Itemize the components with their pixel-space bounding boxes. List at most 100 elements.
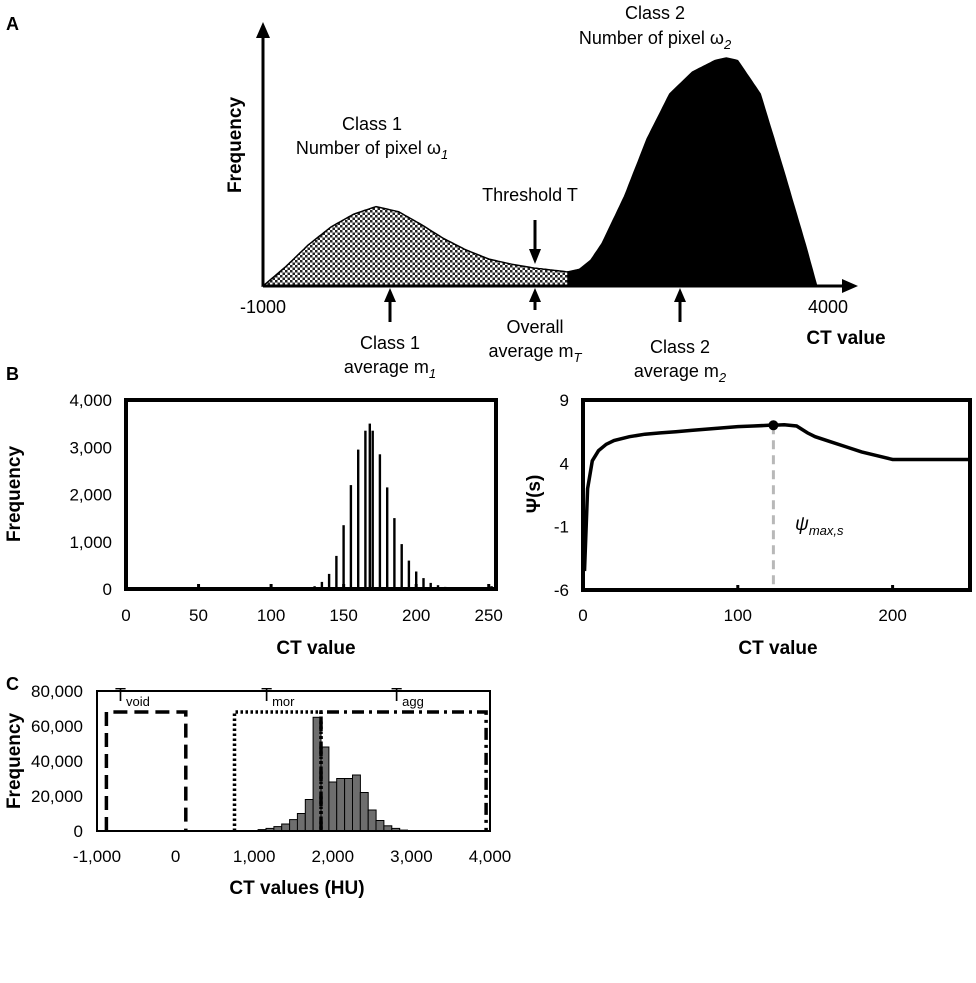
a-class2-title: Class 2 <box>625 3 685 23</box>
br-psi-line <box>582 422 970 572</box>
c-xtick: 0 <box>171 847 180 866</box>
a-xlabel: CT value <box>806 328 885 349</box>
c-ytick: 0 <box>74 822 83 841</box>
bl-ytick: 2,000 <box>69 486 112 505</box>
bl-bar <box>349 485 353 589</box>
bl-xtick: 200 <box>402 606 430 625</box>
br-xtick: 200 <box>878 606 906 625</box>
a-class2-avg-sub: 2 <box>718 370 727 385</box>
c-threshold-line <box>319 710 488 831</box>
c-xtick: -1,000 <box>73 847 121 866</box>
br-frame <box>581 398 972 592</box>
c-bar <box>336 778 346 832</box>
bl-ytick: 0 <box>103 580 112 599</box>
a-x-max-label: 4000 <box>808 297 848 317</box>
c-xtick: 2,000 <box>312 847 355 866</box>
c-ytick: 20,000 <box>31 787 83 806</box>
br-ytick: -1 <box>554 518 569 537</box>
bl-bar <box>393 518 396 589</box>
a-class2-count-sub: 2 <box>723 37 732 52</box>
br-ticks: -6 -1 4 9 0 100 200 <box>554 391 907 625</box>
bl-xtick: 250 <box>475 606 503 625</box>
c-ytick: 40,000 <box>31 752 83 771</box>
a-overall-avg-sub: T <box>574 350 583 365</box>
a-class1-count: Number of pixel ω1 <box>296 138 448 162</box>
panel-a-chart: Frequency CT value -1000 4000 Class 1 Nu… <box>225 3 886 385</box>
a-class2-avg-line2: average m2 <box>634 361 727 385</box>
br-xtick: 100 <box>724 606 752 625</box>
c-ytick: 60,000 <box>31 717 83 736</box>
br-xtick: 0 <box>578 606 587 625</box>
a-class1-mean-arrow <box>384 288 396 322</box>
c-threshold-agg: Tagg <box>319 685 488 831</box>
c-ytick: 80,000 <box>31 682 83 701</box>
class2-area <box>567 57 828 287</box>
bl-bar <box>364 430 367 589</box>
bl-bar <box>429 582 432 589</box>
bl-bar <box>368 423 371 589</box>
c-xtick: 1,000 <box>233 847 276 866</box>
a-class2-count: Number of pixel ω2 <box>579 28 732 52</box>
c-bar <box>289 819 299 832</box>
c-ticks: 0 20,000 40,000 60,000 80,000 -1,000 0 1,000 2,0… <box>31 682 511 866</box>
a-class1-title: Class 1 <box>342 114 402 134</box>
bl-ytick: 3,000 <box>69 438 112 457</box>
bl-ytick: 1,000 <box>69 533 112 552</box>
c-threshold-label: Tagg <box>391 685 424 709</box>
br-annotation: ψmax,s <box>795 514 844 538</box>
c-frame <box>96 690 491 832</box>
bl-bars <box>306 423 498 589</box>
c-threshold-void: Tvoid <box>104 685 188 831</box>
a-class1-avg-line2: average m1 <box>344 357 436 381</box>
a-class1-count-text: Number of pixel ω <box>296 138 441 158</box>
br-ytick: -6 <box>554 581 569 600</box>
a-x-axis-arrowhead <box>842 279 858 293</box>
bl-bar <box>422 578 425 589</box>
c-threshold-label: Tvoid <box>115 685 150 709</box>
bl-ylabel: Frequency <box>4 446 25 543</box>
br-ylabel: Ψ(s) <box>524 475 545 514</box>
a-class2-avg-text: average m <box>634 361 719 381</box>
br-ytick: 4 <box>560 454 569 473</box>
a-x-min-label: -1000 <box>240 297 286 317</box>
c-xtick: 3,000 <box>390 847 433 866</box>
c-bar <box>344 778 354 832</box>
bl-bar <box>378 454 382 589</box>
br-max-point <box>768 420 779 431</box>
c-bar <box>359 792 369 832</box>
a-overall-mean-arrow <box>529 288 541 310</box>
c-bar <box>296 813 306 832</box>
c-xlabel: CT values (HU) <box>229 878 364 899</box>
a-class2-count-text: Number of pixel ω <box>579 28 724 48</box>
bl-bar <box>415 571 418 589</box>
c-bar <box>281 823 291 832</box>
bl-ytick: 4,000 <box>69 391 112 410</box>
br-ytick: 9 <box>560 391 569 410</box>
c-bar <box>304 799 314 832</box>
c-xtick: 4,000 <box>469 847 512 866</box>
panel-label-a: A <box>6 14 19 34</box>
c-bars <box>249 716 409 832</box>
a-overall-avg-line1: Overall <box>506 317 563 337</box>
panel-b-left-chart: 0 1,000 2,000 3,000 4,000 0 50 100 150 200 250 Fre… <box>4 391 503 659</box>
bl-xtick: 50 <box>189 606 208 625</box>
c-threshold-label: Tmor <box>261 685 295 709</box>
bl-xtick: 0 <box>121 606 130 625</box>
c-threshold-line <box>104 710 188 831</box>
a-ylabel: Frequency <box>225 97 246 194</box>
br-annotation-text: ψ <box>795 514 809 535</box>
c-bar <box>375 820 385 832</box>
a-y-axis-arrowhead <box>256 22 270 38</box>
bl-bar <box>335 555 338 589</box>
bl-bar <box>342 525 345 589</box>
a-threshold-label: Threshold T <box>482 185 578 205</box>
c-bar <box>328 781 338 832</box>
a-class1-avg-sub: 1 <box>429 366 436 381</box>
bl-bar <box>327 573 331 589</box>
br-annotation-sub: max,s <box>809 523 844 538</box>
bl-bar <box>371 430 374 589</box>
panel-label-b: B <box>6 364 19 384</box>
br-xlabel: CT value <box>738 638 817 659</box>
bl-frame <box>124 398 498 591</box>
